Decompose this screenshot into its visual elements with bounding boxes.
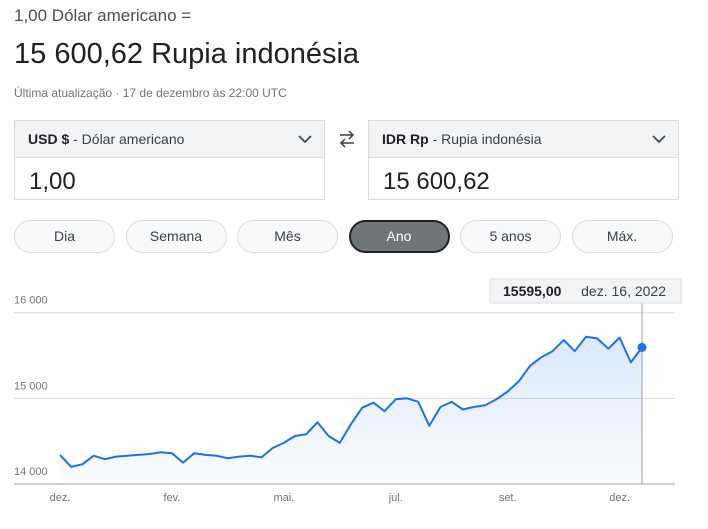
updated: Última atualização · 17 de dezembro às 2… — [14, 86, 287, 100]
to-amount[interactable]: 15 600,62 — [383, 168, 490, 195]
tooltip-box — [489, 278, 682, 304]
name: - Dólar americano — [73, 131, 185, 147]
y-tick-label: 16 000 — [14, 295, 48, 307]
range-button[interactable]: Dia — [14, 220, 115, 253]
x-tick-label: dez. — [50, 492, 71, 504]
tooltip-value: 15595,00 — [503, 283, 562, 299]
y-tick-label: 15 000 — [14, 380, 48, 392]
tooltip-date: dez. 16, 2022 — [581, 283, 666, 299]
x-tick-label: mai. — [273, 492, 294, 504]
swap-icon[interactable] — [338, 130, 356, 148]
x-tick-label: dez. — [609, 492, 630, 504]
from-currency[interactable]: USD $ - Dólar americano — [15, 121, 324, 158]
from-box: USD $ - Dólar americano 1,00 — [14, 120, 325, 200]
to-box: IDR Rp - Rupia indonésia 15 600,62 — [368, 120, 679, 200]
range-button[interactable]: Ano — [348, 220, 450, 253]
code: USD $ — [28, 131, 70, 147]
x-tick-label: fev. — [163, 492, 180, 504]
x-tick-label: set. — [499, 492, 517, 504]
line — [59, 335, 643, 468]
result: 15 600,62 Rupia indonésia — [14, 38, 360, 70]
from-amount[interactable]: 1,00 — [29, 168, 76, 195]
area — [60, 336, 642, 484]
x-tick-label: jul. — [388, 492, 403, 504]
from-line: 1,00 Dólar americano = — [14, 6, 192, 25]
chevron — [652, 135, 666, 144]
range-button[interactable]: Semana — [125, 220, 227, 253]
range-button[interactable]: Máx. — [571, 220, 673, 253]
chevron — [298, 135, 312, 144]
name: - Rupia indonésia — [432, 131, 542, 147]
range-button[interactable]: 5 anos — [460, 220, 561, 253]
range-button[interactable]: Mês — [237, 220, 338, 253]
hover-point — [637, 342, 647, 352]
code: IDR Rp — [382, 131, 429, 147]
y-tick-label: 14 000 — [14, 466, 48, 478]
to-currency[interactable]: IDR Rp - Rupia indonésia — [369, 121, 678, 158]
